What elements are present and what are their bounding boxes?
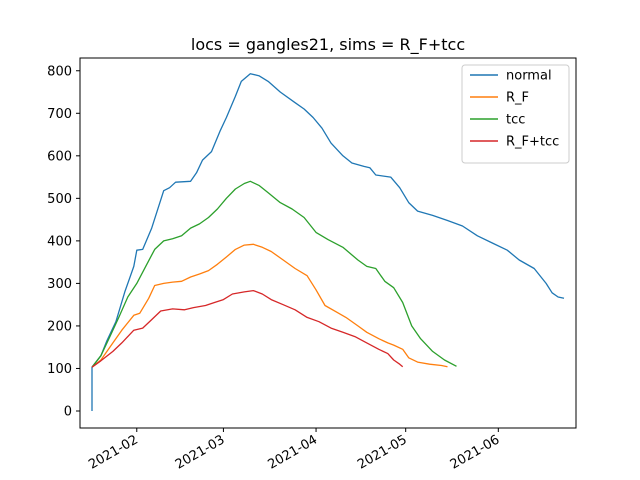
y-tick-label: 700	[47, 107, 72, 122]
chart-title: locs = gangles21, sims = R_F+tcc	[191, 35, 465, 55]
y-tick-label: 200	[47, 319, 72, 334]
legend-box	[461, 64, 570, 164]
y-tick-label: 800	[47, 64, 72, 79]
y-tick-label: 500	[47, 192, 72, 207]
legend-label: normal	[506, 69, 552, 84]
series-layer	[91, 73, 565, 411]
legend-label: R_F	[506, 91, 529, 106]
y-axis: 0 100 200 300 400 500 600 700 800	[47, 64, 80, 419]
series-line-r-f-tcc	[91, 289, 404, 368]
series-line-r-f	[91, 243, 448, 368]
series-line-normal	[91, 73, 565, 411]
y-tick-label: 0	[64, 404, 72, 419]
plot-area-frame	[79, 57, 577, 429]
y-tick-label: 600	[47, 149, 72, 164]
legend-label: R_F+tcc	[506, 135, 559, 150]
y-tick-label: 300	[47, 277, 72, 292]
legend-label: tcc	[506, 113, 525, 128]
y-tick-label: 100	[47, 362, 72, 377]
series-line-tcc	[91, 180, 457, 368]
y-tick-label: 400	[47, 234, 72, 249]
